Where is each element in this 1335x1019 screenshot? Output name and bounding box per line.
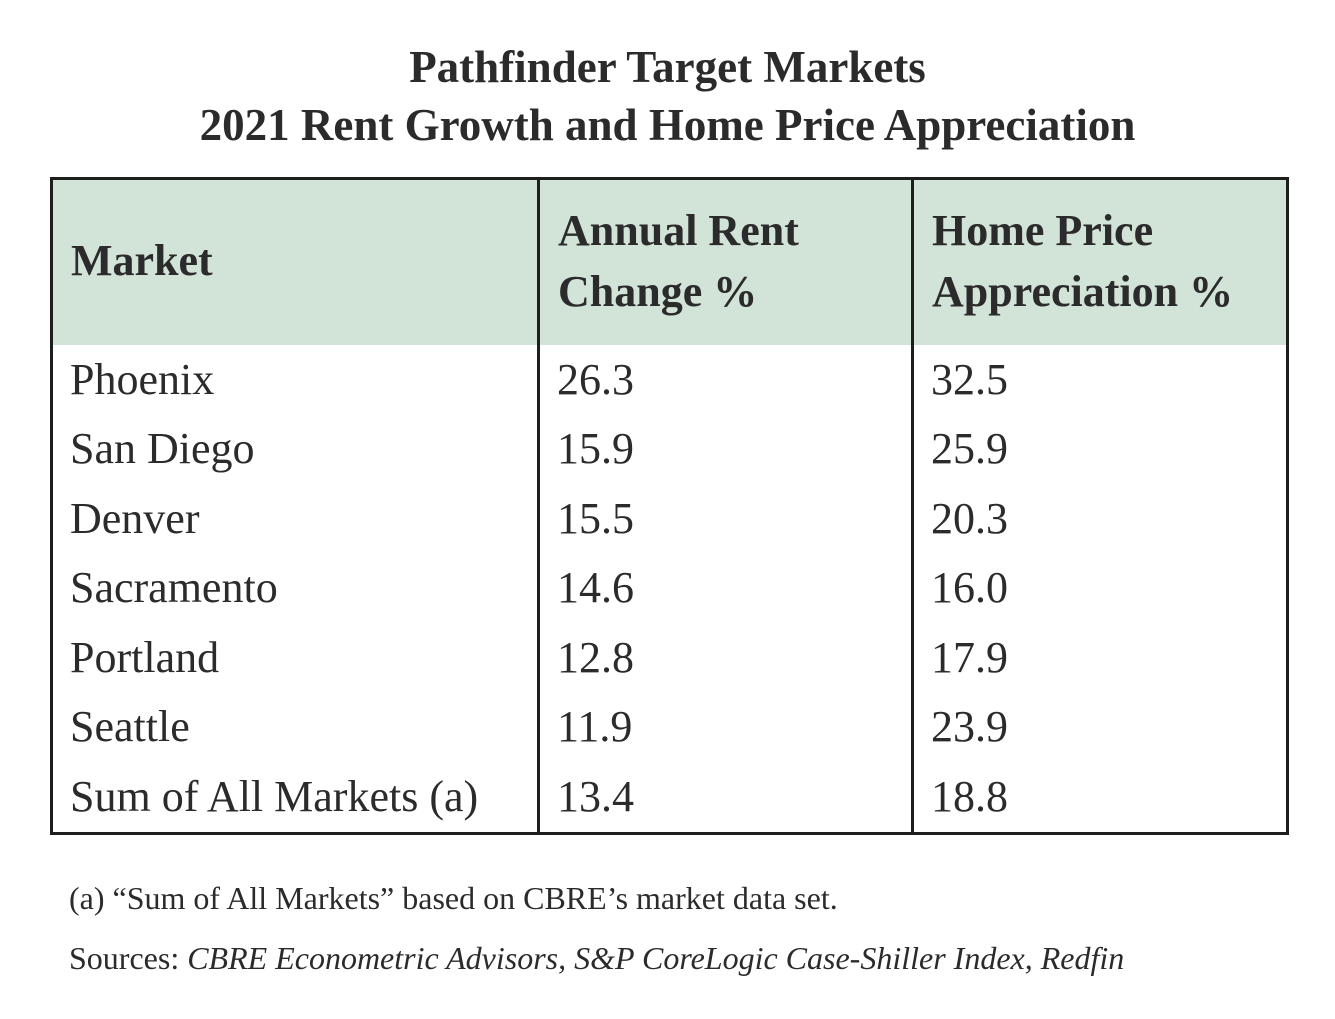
cell-home-price: 20.3: [911, 484, 1288, 554]
cell-rent-change: 15.9: [537, 414, 913, 484]
sources-list: CBRE Econometric Advisors, S&P CoreLogic…: [187, 940, 1125, 976]
cell-rent-change: 11.9: [537, 692, 913, 762]
cell-home-price: 16.0: [911, 553, 1288, 623]
header-home-price-label: Home Price Appreciation %: [932, 205, 1234, 316]
table-row: Phoenix 26.3 32.5: [52, 345, 1288, 415]
footnote: (a) “Sum of All Markets” based on CBRE’s…: [69, 880, 838, 916]
table-row: Sacramento 14.6 16.0: [52, 553, 1288, 623]
cell-home-price: 18.8: [911, 762, 1288, 833]
cell-home-price: 32.5: [911, 345, 1288, 415]
table-header-row: Market Annual Rent Change % Home Price App…: [51, 178, 1288, 345]
table-row: San Diego 15.9 25.9: [52, 414, 1288, 484]
sources-line: Sources: CBRE Econometric Advisors, S&P …: [69, 938, 1124, 978]
cell-market: Denver: [70, 493, 200, 543]
header-market-label: Market: [71, 236, 213, 285]
sources-label: Sources:: [69, 940, 180, 976]
cell-market: Portland: [70, 632, 220, 682]
chart-subtitle: 2021 Rent Growth and Home Price Apprecia…: [199, 100, 1136, 150]
header-home-price: Home Price Appreciation %: [911, 178, 1288, 345]
cell-home-price: 17.9: [911, 623, 1288, 693]
cell-market: Sacramento: [70, 563, 278, 613]
cell-home-price: 23.9: [911, 692, 1288, 762]
header-market: Market: [51, 178, 539, 345]
cell-rent-change: 14.6: [537, 553, 913, 623]
header-rent-change-label: Annual Rent Change %: [558, 205, 799, 316]
chart-title: Pathfinder Target Markets: [409, 42, 926, 92]
table-row: Seattle 11.9 23.9: [52, 692, 1288, 762]
table-row: Sum of All Markets (a) 13.4 18.8: [52, 762, 1288, 833]
cell-market: Seattle: [70, 702, 190, 752]
table-row: Denver 15.5 20.3: [52, 484, 1288, 554]
cell-market: Phoenix: [70, 354, 215, 404]
market-table: Market Annual Rent Change % Home Price App…: [50, 177, 1289, 835]
chart-title-block: Pathfinder Target Markets 2021 Rent Grow…: [0, 38, 1335, 154]
cell-rent-change: 26.3: [537, 345, 913, 415]
table-body: Phoenix 26.3 32.5 San Diego 15.9 25.9 Denver 15…: [52, 345, 1288, 833]
cell-home-price: 25.9: [911, 414, 1288, 484]
cell-rent-change: 13.4: [537, 762, 913, 833]
cell-rent-change: 12.8: [537, 623, 913, 693]
header-rent-change: Annual Rent Change %: [537, 178, 913, 345]
cell-market: Sum of All Markets (a): [70, 771, 479, 821]
cell-rent-change: 15.5: [537, 484, 913, 554]
table-row: Portland 12.8 17.9: [52, 623, 1288, 693]
cell-market: San Diego: [70, 424, 255, 474]
